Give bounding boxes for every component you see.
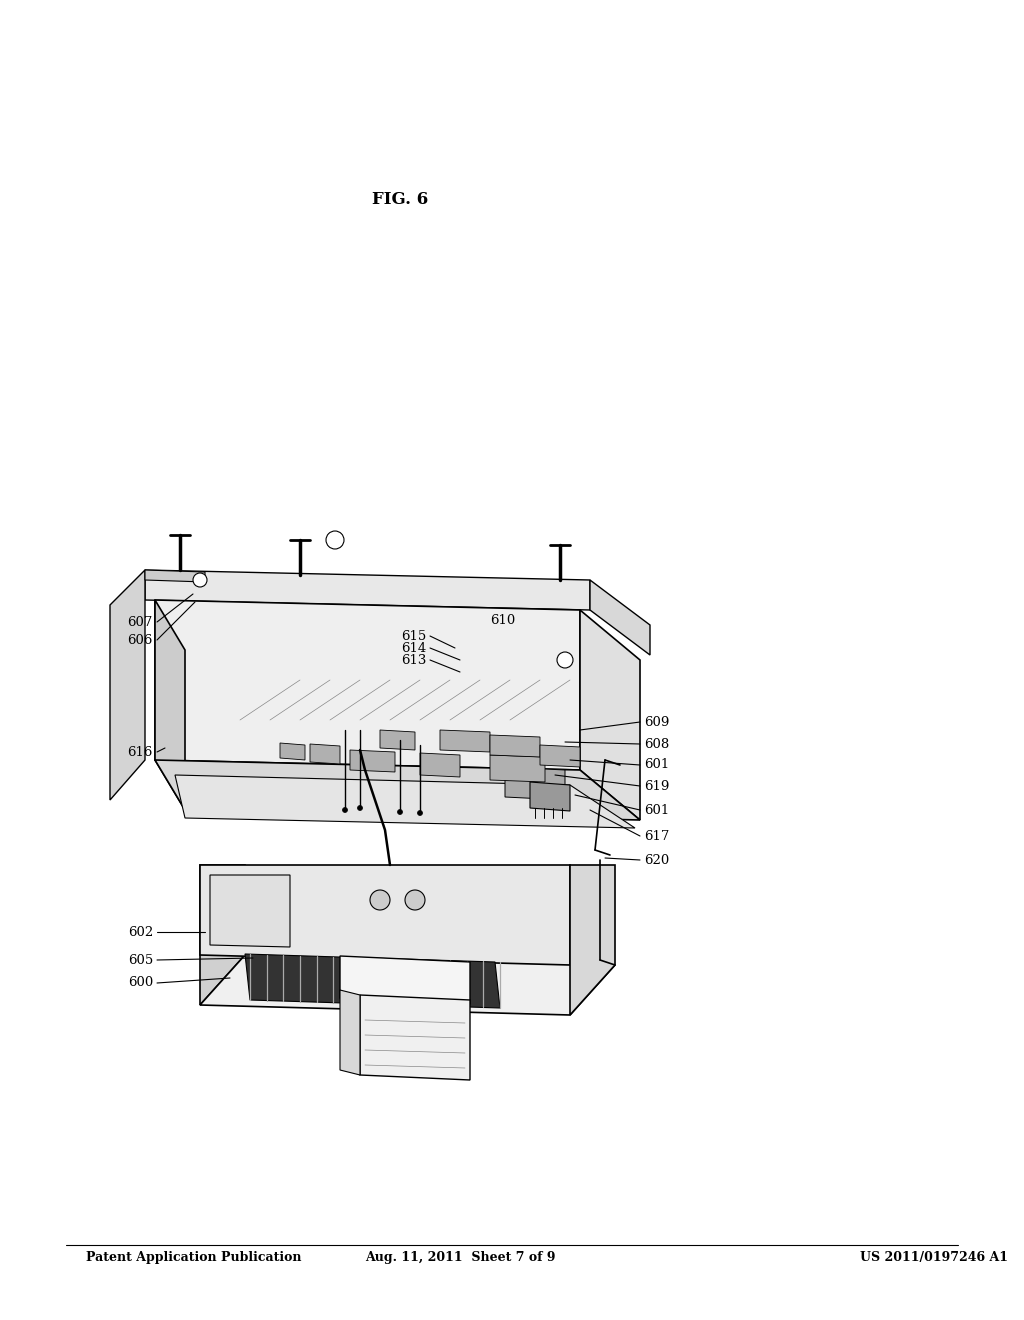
Polygon shape	[530, 781, 570, 810]
Polygon shape	[280, 743, 305, 760]
Text: 617: 617	[644, 829, 670, 842]
Polygon shape	[350, 750, 395, 772]
Text: 608: 608	[644, 738, 670, 751]
Polygon shape	[155, 601, 185, 810]
Polygon shape	[155, 601, 580, 770]
Circle shape	[406, 890, 425, 909]
Text: 606: 606	[128, 634, 153, 647]
Polygon shape	[505, 767, 565, 800]
Polygon shape	[360, 995, 470, 1080]
Polygon shape	[540, 744, 580, 767]
Polygon shape	[245, 954, 500, 1008]
Polygon shape	[440, 730, 490, 752]
Polygon shape	[200, 865, 570, 965]
Text: FIG. 6: FIG. 6	[372, 191, 428, 209]
Text: 616: 616	[128, 746, 153, 759]
Text: Aug. 11, 2011  Sheet 7 of 9: Aug. 11, 2011 Sheet 7 of 9	[365, 1251, 555, 1265]
Text: 619: 619	[644, 780, 670, 792]
Polygon shape	[590, 579, 650, 655]
Circle shape	[370, 890, 390, 909]
Circle shape	[397, 809, 402, 814]
Text: 615: 615	[400, 630, 426, 643]
Polygon shape	[110, 570, 145, 800]
Polygon shape	[200, 954, 615, 1015]
Text: 605: 605	[128, 953, 153, 966]
Circle shape	[193, 573, 207, 587]
Polygon shape	[210, 875, 290, 946]
Polygon shape	[145, 570, 205, 582]
Text: 620: 620	[644, 854, 670, 866]
Circle shape	[326, 531, 344, 549]
Circle shape	[418, 810, 423, 816]
Polygon shape	[155, 760, 640, 820]
Polygon shape	[340, 990, 360, 1074]
Polygon shape	[380, 730, 415, 750]
Text: 601: 601	[644, 759, 670, 771]
Text: 602: 602	[128, 925, 153, 939]
Text: 610: 610	[490, 614, 515, 627]
Polygon shape	[340, 956, 470, 1005]
Circle shape	[342, 808, 347, 813]
Polygon shape	[200, 865, 245, 1005]
Circle shape	[357, 805, 362, 810]
Text: 600: 600	[128, 977, 153, 990]
Circle shape	[557, 652, 573, 668]
Polygon shape	[310, 744, 340, 764]
Text: 614: 614	[400, 642, 426, 655]
Text: 613: 613	[400, 653, 426, 667]
Text: 601: 601	[644, 804, 670, 817]
Polygon shape	[570, 865, 615, 1015]
Text: US 2011/0197246 A1: US 2011/0197246 A1	[860, 1251, 1008, 1265]
Polygon shape	[490, 735, 540, 756]
Polygon shape	[145, 570, 590, 610]
Polygon shape	[580, 610, 640, 820]
Polygon shape	[175, 775, 635, 828]
Text: Patent Application Publication: Patent Application Publication	[86, 1251, 301, 1265]
Polygon shape	[490, 755, 545, 781]
Text: 609: 609	[644, 715, 670, 729]
Text: 607: 607	[128, 615, 153, 628]
Polygon shape	[420, 752, 460, 777]
